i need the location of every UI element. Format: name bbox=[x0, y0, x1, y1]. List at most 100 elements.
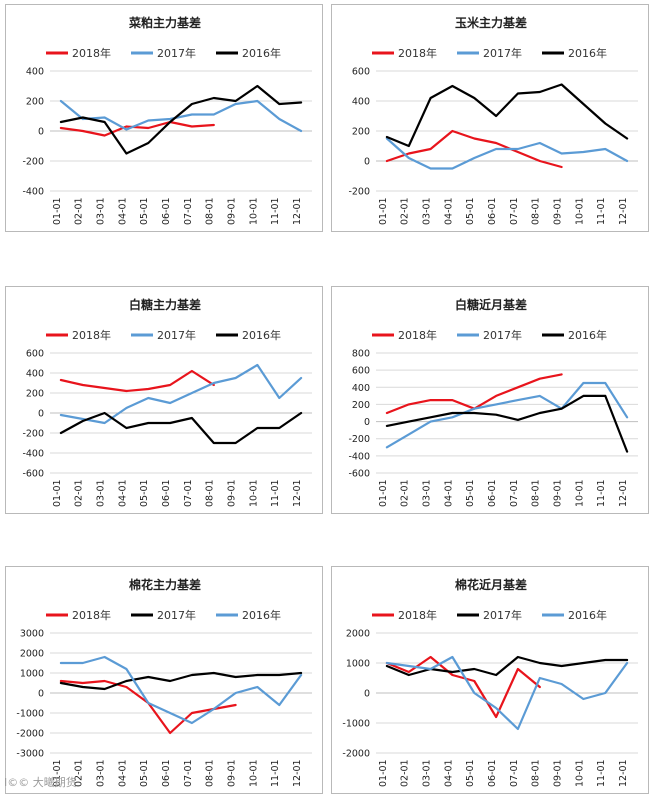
y-tick-label: -1000 bbox=[342, 719, 370, 730]
y-tick-label: 1000 bbox=[20, 669, 44, 680]
y-tick-label: 0 bbox=[38, 127, 44, 138]
x-tick-label: 02-01 bbox=[400, 197, 411, 225]
x-tick-label: 03-01 bbox=[95, 197, 106, 225]
x-tick-label: 02-01 bbox=[74, 759, 85, 787]
y-tick-label: -400 bbox=[348, 451, 370, 462]
series-line-2018年 bbox=[385, 655, 541, 719]
legend-label: 2017年 bbox=[483, 46, 522, 60]
legend-label: 2016年 bbox=[242, 608, 281, 622]
chart-title: 棉花主力基差 bbox=[129, 577, 201, 592]
x-tick-label: 10-01 bbox=[574, 479, 585, 507]
x-tick-label: 09-01 bbox=[552, 479, 563, 507]
x-tick-label: 01-01 bbox=[52, 759, 63, 787]
y-tick-label: 400 bbox=[352, 97, 370, 108]
x-tick-label: 05-01 bbox=[139, 479, 150, 507]
x-tick-label: 06-01 bbox=[161, 759, 172, 787]
x-tick-label: 01-01 bbox=[52, 197, 63, 225]
chart-panel-6: 棉花近月基差 2018年 2017年 2016年 2000 1000 0 -1000 -2000… bbox=[331, 566, 649, 794]
x-tick-label: 06-01 bbox=[161, 197, 172, 225]
y-tick-label: 600 bbox=[26, 349, 44, 360]
x-tick-label: 10-01 bbox=[248, 197, 259, 225]
x-tick-label: 12-01 bbox=[292, 479, 303, 507]
y-tick-label: 1000 bbox=[346, 659, 370, 670]
x-tick-label: 05-01 bbox=[465, 479, 476, 507]
y-tick-label: 400 bbox=[352, 383, 370, 394]
x-tick-label: 02-01 bbox=[400, 479, 411, 507]
legend-label: 2016年 bbox=[568, 46, 607, 60]
x-tick-label: 01-01 bbox=[52, 479, 63, 507]
x-tick-label: 10-01 bbox=[574, 197, 585, 225]
series-line-2017年 bbox=[385, 137, 629, 170]
legend-label: 2018年 bbox=[72, 608, 111, 622]
chart-svg-corn: 玉米主力基差 2018年 2017年 2016年 600 400 200 0 -200 01-01… bbox=[348, 15, 638, 225]
x-tick-label: 05-01 bbox=[465, 197, 476, 225]
x-tick-label: 01-01 bbox=[378, 197, 389, 225]
x-tick-label: 03-01 bbox=[421, 479, 432, 507]
y-tick-label: 0 bbox=[364, 689, 370, 700]
x-tick-label: 04-01 bbox=[443, 759, 454, 787]
y-tick-label: 3000 bbox=[20, 629, 44, 640]
x-tick-label: 04-01 bbox=[443, 197, 454, 225]
x-tick-label: 07-01 bbox=[509, 479, 520, 507]
x-tick-label: 12-01 bbox=[618, 197, 629, 225]
series-line-2017年 bbox=[59, 671, 303, 691]
y-tick-label: -2000 bbox=[16, 729, 44, 740]
y-tick-label: -400 bbox=[22, 187, 44, 198]
x-tick-label: 03-01 bbox=[95, 479, 106, 507]
series-line-2017年 bbox=[385, 381, 629, 449]
legend-label: 2017年 bbox=[157, 608, 196, 622]
x-tick-label: 07-01 bbox=[183, 479, 194, 507]
legend-label: 2017年 bbox=[157, 46, 196, 60]
legend-label: 2016年 bbox=[568, 608, 607, 622]
y-tick-label: 0 bbox=[364, 157, 370, 168]
series-line-2016年 bbox=[59, 84, 303, 155]
y-tick-label: -200 bbox=[348, 187, 370, 198]
chart-panel-5: 棉花主力基差 2018年 2017年 2016年 3000 2000 1000 0 -1000 -… bbox=[5, 566, 323, 794]
chart-title: 白糖近月基差 bbox=[455, 297, 527, 312]
x-tick-label: 08-01 bbox=[205, 479, 216, 507]
legend-label: 2018年 bbox=[72, 46, 111, 60]
x-tick-label: 04-01 bbox=[117, 197, 128, 225]
x-tick-label: 11-01 bbox=[270, 759, 281, 787]
series-line-2016年 bbox=[385, 83, 629, 148]
x-tick-label: 07-01 bbox=[509, 197, 520, 225]
y-tick-label: 800 bbox=[352, 349, 370, 360]
y-tick-label: 200 bbox=[26, 97, 44, 108]
y-tick-label: -200 bbox=[348, 434, 370, 445]
y-tick-label: 200 bbox=[352, 400, 370, 411]
x-tick-label: 03-01 bbox=[421, 197, 432, 225]
series-line-2018年 bbox=[385, 373, 563, 415]
x-tick-label: 05-01 bbox=[139, 759, 150, 787]
y-tick-label: 400 bbox=[26, 369, 44, 380]
legend-label: 2017年 bbox=[483, 328, 522, 342]
x-tick-label: 11-01 bbox=[596, 479, 607, 507]
x-tick-label: 10-01 bbox=[248, 479, 259, 507]
legend-label: 2016年 bbox=[568, 328, 607, 342]
x-tick-label: 06-01 bbox=[487, 759, 498, 787]
y-tick-label: -200 bbox=[22, 429, 44, 440]
y-tick-label: 600 bbox=[352, 366, 370, 377]
chart-svg-cotton-main: 棉花主力基差 2018年 2017年 2016年 3000 2000 1000 0 -1000 -… bbox=[16, 577, 312, 787]
legend-label: 2017年 bbox=[483, 608, 522, 622]
chart-panel-4: 白糖近月基差 2018年 2017年 2016年 800 600 400 200 0 -200 -4… bbox=[331, 286, 649, 514]
x-tick-label: 04-01 bbox=[117, 479, 128, 507]
y-tick-label: 0 bbox=[38, 409, 44, 420]
legend-label: 2018年 bbox=[72, 328, 111, 342]
x-tick-label: 08-01 bbox=[205, 197, 216, 225]
x-tick-label: 09-01 bbox=[226, 479, 237, 507]
x-tick-label: 07-01 bbox=[509, 759, 520, 787]
chart-panel-2: 玉米主力基差 2018年 2017年 2016年 600 400 200 0 -200 01-01… bbox=[331, 4, 649, 232]
x-tick-label: 02-01 bbox=[74, 479, 85, 507]
x-tick-label: 11-01 bbox=[270, 479, 281, 507]
chart-svg-rapeseed-meal: 菜粕主力基差 2018年 2017年 2016年 400 200 0 -200 -400 01-0… bbox=[22, 15, 312, 225]
legend-label: 2018年 bbox=[398, 608, 437, 622]
chart-title: 白糖主力基差 bbox=[129, 297, 201, 312]
x-tick-label: 05-01 bbox=[465, 759, 476, 787]
series-line-2016年 bbox=[59, 411, 303, 445]
chart-panel-3: 白糖主力基差 2018年 2017年 2016年 600 400 200 0 -200 -400 -… bbox=[5, 286, 323, 514]
chart-panel-1: 菜粕主力基差 2018年 2017年 2016年 400 200 0 -200 -400 01-0… bbox=[5, 4, 323, 232]
x-tick-label: 09-01 bbox=[552, 759, 563, 787]
chart-title: 棉花近月基差 bbox=[455, 577, 527, 592]
x-tick-label: 01-01 bbox=[378, 759, 389, 787]
x-tick-label: 05-01 bbox=[139, 197, 150, 225]
